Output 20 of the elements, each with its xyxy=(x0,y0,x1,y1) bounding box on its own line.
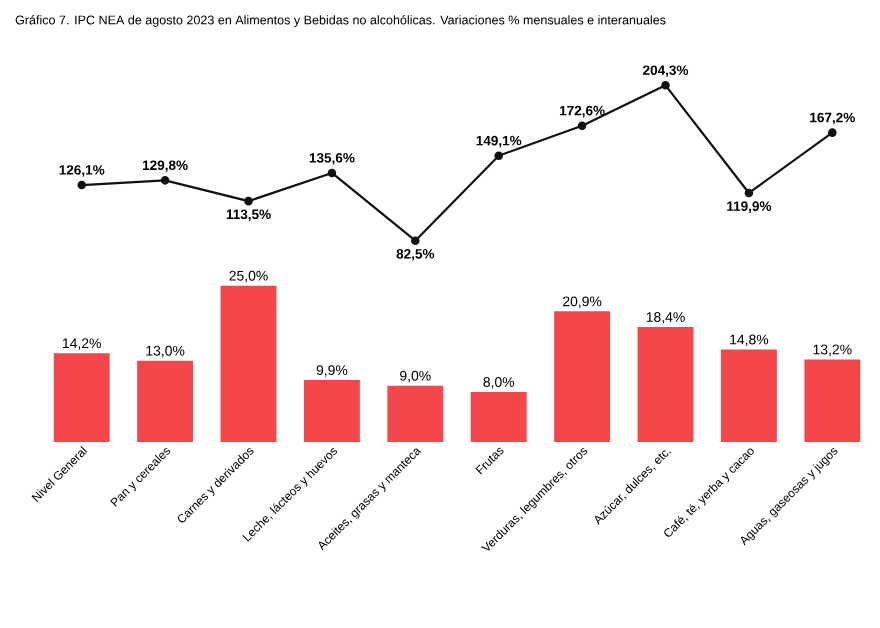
point xyxy=(577,121,587,131)
bar xyxy=(804,359,861,442)
point xyxy=(327,168,337,178)
bar xyxy=(387,385,444,442)
bar xyxy=(220,285,277,442)
point xyxy=(411,236,420,245)
point xyxy=(244,196,253,206)
point xyxy=(494,151,503,161)
point xyxy=(77,180,86,190)
bar xyxy=(637,326,694,442)
bar xyxy=(137,360,194,442)
bar xyxy=(53,353,110,442)
bar xyxy=(720,349,777,442)
point xyxy=(828,128,837,137)
bar xyxy=(303,380,360,442)
point xyxy=(160,176,170,185)
point xyxy=(744,188,754,198)
point xyxy=(661,81,670,90)
bar xyxy=(554,311,611,442)
bar xyxy=(470,391,527,442)
